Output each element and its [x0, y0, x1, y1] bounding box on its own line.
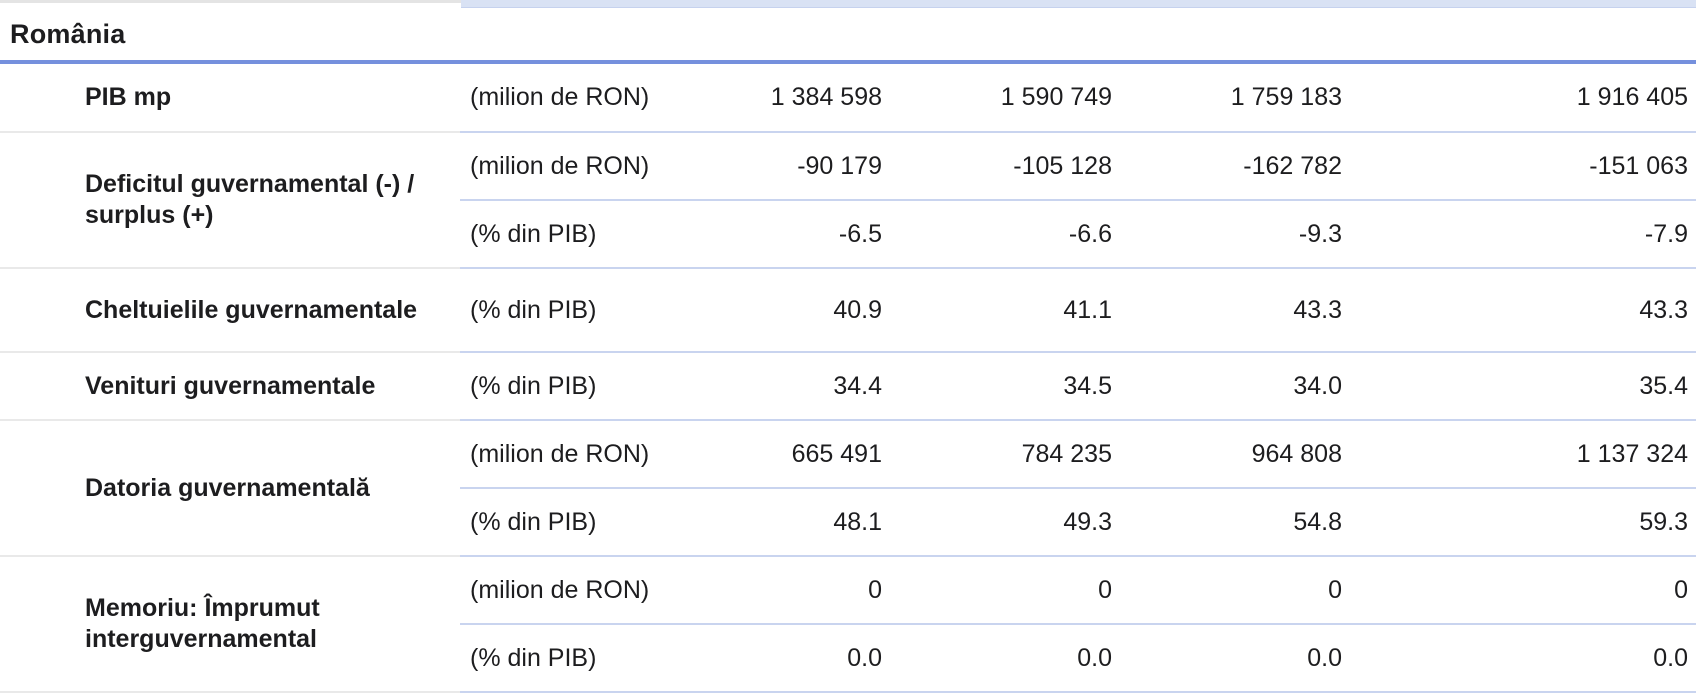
value-cell: -105 128 — [890, 132, 1120, 201]
unit-cell: (% din PIB) — [460, 624, 700, 693]
value-cell: 43.3 — [1120, 268, 1350, 353]
value-cell: 0 — [700, 556, 890, 625]
unit-cell: (% din PIB) — [460, 200, 700, 269]
value-cell: 59.3 — [1350, 488, 1696, 557]
table-row: Venituri guvernamentale (% din PIB) 34.4… — [0, 352, 1696, 421]
value-cell: 1 759 183 — [1120, 64, 1350, 133]
value-cell: 964 808 — [1120, 420, 1350, 489]
value-cell: -7.9 — [1350, 200, 1696, 269]
value-cell: 0.0 — [890, 624, 1120, 693]
row-label-cheltuieli: Cheltuielile guvernamentale — [0, 268, 460, 353]
value-cell: 34.0 — [1120, 352, 1350, 421]
value-cell: 48.1 — [700, 488, 890, 557]
unit-cell: (% din PIB) — [460, 488, 700, 557]
table-row: PIB mp (milion de RON) 1 384 598 1 590 7… — [0, 64, 1696, 133]
unit-cell: (% din PIB) — [460, 268, 700, 353]
value-cell: 1 916 405 — [1350, 64, 1696, 133]
value-cell: 0 — [890, 556, 1120, 625]
header-rule — [0, 60, 1696, 64]
unit-cell: (milion de RON) — [460, 64, 700, 133]
value-cell: -90 179 — [700, 132, 890, 201]
unit-cell: (milion de RON) — [460, 420, 700, 489]
value-cell: 49.3 — [890, 488, 1120, 557]
previous-row-remnant-data-area — [461, 0, 1696, 8]
value-cell: 43.3 — [1350, 268, 1696, 353]
table-row: Datoria guvernamentală (milion de RON) 6… — [0, 420, 1696, 557]
value-cell: -6.6 — [890, 200, 1120, 269]
value-cell: 1 384 598 — [700, 64, 890, 133]
previous-row-remnant-label-area — [0, 0, 461, 8]
table-row: (% din PIB) -6.5 -6.6 -9.3 -7.9 — [0, 200, 1696, 269]
value-cell: 54.8 — [1120, 488, 1350, 557]
value-cell: -6.5 — [700, 200, 890, 269]
country-stats-table: PIB mp (milion de RON) 1 384 598 1 590 7… — [0, 64, 1696, 693]
value-cell: 665 491 — [700, 420, 890, 489]
unit-cell: (milion de RON) — [460, 132, 700, 201]
row-label-venituri: Venituri guvernamentale — [0, 352, 460, 421]
unit-cell: (milion de RON) — [460, 556, 700, 625]
value-cell: 0 — [1350, 556, 1696, 625]
value-cell: 0.0 — [700, 624, 890, 693]
value-cell: 784 235 — [890, 420, 1120, 489]
row-label-memoriu: Memoriu: Împrumut interguvernamental — [0, 556, 460, 693]
table-row: (% din PIB) 0.0 0.0 0.0 0.0 — [0, 624, 1696, 693]
value-cell: -9.3 — [1120, 200, 1350, 269]
table-row: Deficitul guvernamental (-) / surplus (+… — [0, 132, 1696, 269]
value-cell: 40.9 — [700, 268, 890, 353]
value-cell: 41.1 — [890, 268, 1120, 353]
row-label-deficit: Deficitul guvernamental (-) / surplus (+… — [0, 132, 460, 269]
value-cell: 1 137 324 — [1350, 420, 1696, 489]
value-cell: 35.4 — [1350, 352, 1696, 421]
table-row: Memoriu: Împrumut interguvernamental (mi… — [0, 556, 1696, 693]
value-cell: 0.0 — [1350, 624, 1696, 693]
value-cell: 0.0 — [1120, 624, 1350, 693]
row-label-datoria: Datoria guvernamentală — [0, 420, 460, 557]
value-cell: 0 — [1120, 556, 1350, 625]
row-label-pib: PIB mp — [0, 64, 460, 133]
previous-row-remnant — [0, 0, 1696, 8]
table-row: (% din PIB) 48.1 49.3 54.8 59.3 — [0, 488, 1696, 557]
value-cell: -151 063 — [1350, 132, 1696, 201]
table-row: Cheltuielile guvernamentale (% din PIB) … — [0, 268, 1696, 353]
unit-cell: (% din PIB) — [460, 352, 700, 421]
value-cell: -162 782 — [1120, 132, 1350, 201]
value-cell: 34.5 — [890, 352, 1120, 421]
table-header: România — [0, 8, 1696, 60]
value-cell: 1 590 749 — [890, 64, 1120, 133]
country-title: România — [10, 18, 126, 49]
value-cell: 34.4 — [700, 352, 890, 421]
